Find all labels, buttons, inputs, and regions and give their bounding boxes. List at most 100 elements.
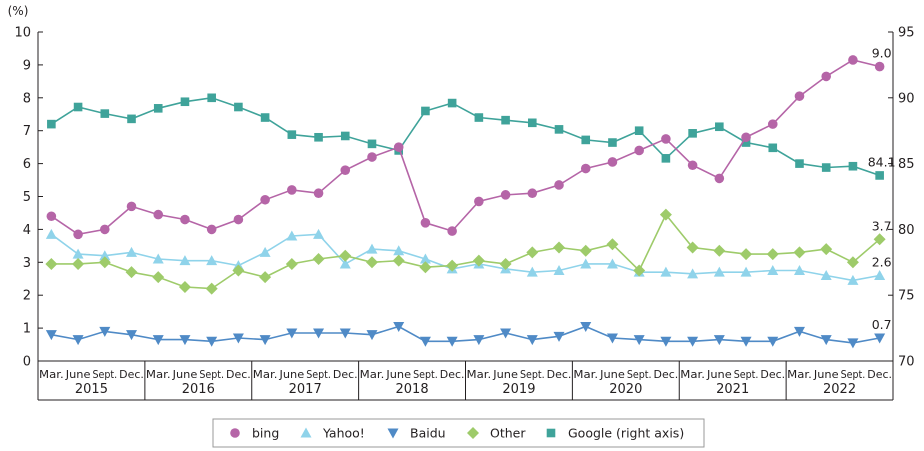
- data-point: [713, 335, 725, 346]
- data-point: [126, 330, 138, 341]
- y-tick-label: 2: [23, 289, 31, 304]
- data-point: [874, 61, 885, 72]
- annotation-layer: 9.0 84.1 3.7 2.6 0.7: [868, 46, 896, 332]
- data-point: [875, 171, 884, 180]
- data-point: [526, 266, 538, 277]
- x-quarter-label: Sept.: [520, 369, 545, 381]
- data-point: [340, 131, 350, 141]
- data-point: [393, 245, 405, 256]
- y2-tick-label: 80: [898, 223, 915, 238]
- series-line: [50, 233, 880, 282]
- series-baidu: [45, 321, 886, 349]
- data-point: [313, 228, 325, 239]
- data-point: [820, 335, 832, 346]
- legend-label: Other: [490, 426, 526, 441]
- data-point: [367, 152, 377, 162]
- x-quarter-label: Dec.: [226, 369, 251, 381]
- data-point: [500, 190, 511, 200]
- data-point: [232, 264, 245, 277]
- data-point: [339, 328, 351, 339]
- data-point: [180, 214, 190, 225]
- data-point: [715, 122, 724, 132]
- data-point: [420, 218, 431, 228]
- data-point: [526, 335, 538, 346]
- data-point: [98, 256, 111, 269]
- data-point: [178, 280, 191, 293]
- data-point: [259, 335, 271, 346]
- data-point: [821, 163, 831, 172]
- data-point: [793, 246, 806, 259]
- data-label: 9.0: [872, 46, 892, 61]
- x-year-label: 2018: [396, 382, 429, 397]
- x-quarter-label: Dec.: [760, 369, 785, 381]
- x-quarter-label: June: [599, 369, 625, 381]
- data-point: [419, 336, 431, 347]
- data-point: [127, 114, 136, 124]
- x-quarter-label: Mar.: [360, 369, 385, 381]
- data-point: [607, 157, 618, 167]
- x-quarter-label: Dec.: [654, 369, 679, 381]
- series-other: [45, 208, 886, 295]
- data-point: [579, 244, 592, 257]
- x-quarter-label: Sept.: [841, 369, 866, 381]
- data-point: [580, 163, 591, 174]
- series-line: [51, 213, 881, 290]
- x-year-label: 2021: [716, 382, 749, 397]
- data-point: [287, 185, 297, 195]
- x-quarter-label: Mar.: [467, 369, 492, 381]
- data-point: [340, 165, 351, 175]
- y-tick-label: 6: [23, 157, 31, 172]
- data-point: [740, 248, 753, 261]
- x-quarter-label: June: [385, 369, 411, 381]
- series-yahoo: [45, 228, 886, 285]
- data-point: [793, 265, 805, 276]
- legend-item: Yahoo!: [300, 426, 365, 441]
- y-tick-label: 10: [14, 26, 31, 41]
- data-point: [660, 336, 672, 347]
- legend-label: Yahoo!: [322, 426, 365, 441]
- data-point: [313, 328, 325, 339]
- legend-label: bing: [252, 426, 279, 441]
- x-quarter-label: June: [172, 369, 198, 381]
- data-point: [285, 257, 298, 270]
- data-point: [580, 258, 592, 269]
- data-point: [152, 253, 164, 264]
- data-point: [152, 335, 164, 346]
- data-point: [230, 428, 240, 438]
- x-quarter-label: Sept.: [199, 369, 224, 381]
- data-point: [45, 257, 58, 270]
- data-point: [46, 211, 57, 222]
- data-point: [99, 326, 111, 337]
- x-quarter-label: June: [278, 369, 304, 381]
- data-point: [259, 271, 272, 284]
- data-point: [553, 265, 565, 276]
- legend-label: Baidu: [410, 426, 446, 441]
- data-point: [467, 427, 479, 439]
- data-point: [447, 226, 457, 236]
- data-point: [205, 282, 218, 295]
- data-point: [795, 159, 804, 168]
- data-point: [206, 255, 218, 266]
- data-point: [206, 224, 217, 235]
- data-point: [527, 118, 537, 128]
- data-point: [768, 143, 778, 153]
- x-year-label: 2020: [609, 382, 642, 397]
- y-tick-label: 7: [23, 124, 31, 139]
- x-quarter-label: Dec.: [547, 369, 572, 381]
- data-point: [713, 244, 726, 257]
- data-point: [126, 201, 137, 212]
- data-point: [847, 274, 859, 285]
- data-point: [300, 427, 312, 438]
- data-point: [741, 138, 751, 147]
- data-point: [447, 98, 457, 108]
- data-point: [546, 428, 556, 438]
- y-axis-unit-label: (%): [8, 4, 29, 18]
- data-point: [688, 129, 697, 138]
- data-point: [634, 126, 644, 135]
- series-google-right-axis: [47, 93, 884, 180]
- data-point: [553, 331, 565, 342]
- data-point: [740, 336, 752, 347]
- data-label: 0.7: [872, 317, 892, 332]
- data-point: [366, 243, 378, 254]
